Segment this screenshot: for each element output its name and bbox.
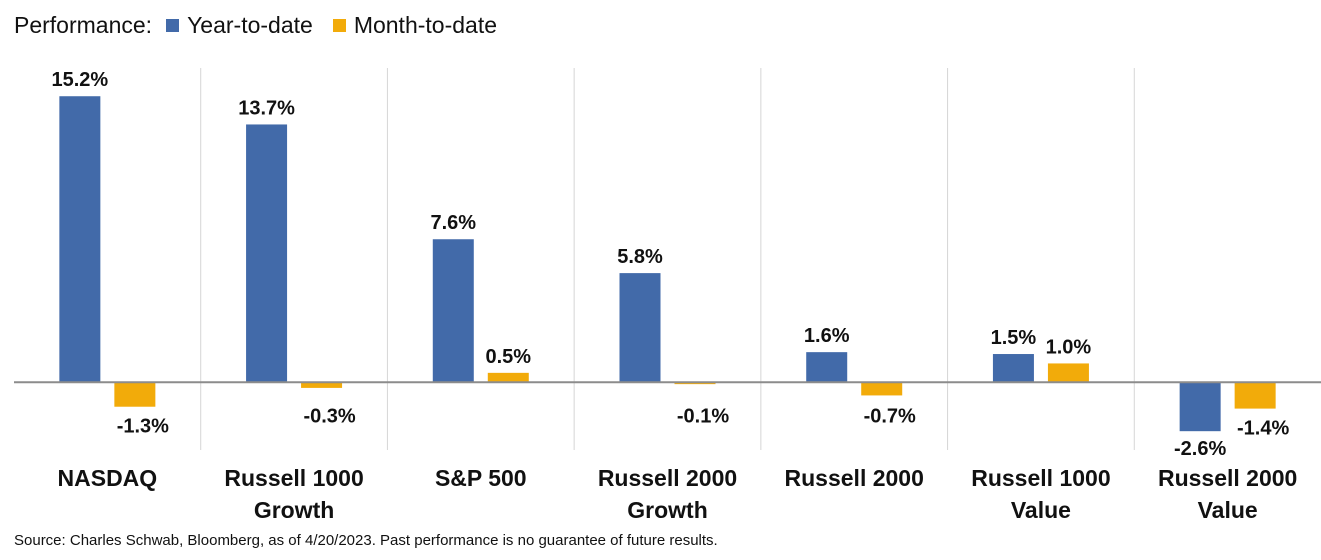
category-label: Russell 2000 xyxy=(1158,465,1297,491)
bar-ytd xyxy=(1179,382,1221,432)
bar-mtd xyxy=(114,382,156,407)
category-label: Growth xyxy=(627,497,708,523)
legend-label-ytd: Year-to-date xyxy=(187,11,313,38)
category-label: S&P 500 xyxy=(435,465,527,491)
data-label-ytd: -2.6% xyxy=(1174,438,1226,460)
category-label: Russell 2000 xyxy=(598,465,737,491)
data-label-ytd: 1.6% xyxy=(804,325,850,347)
category-label: Russell 2000 xyxy=(785,465,924,491)
legend-prefix: Performance: xyxy=(14,11,153,38)
bar-mtd xyxy=(1047,363,1089,383)
data-label-ytd: 15.2% xyxy=(51,69,108,91)
bar-mtd xyxy=(1234,382,1276,409)
data-label-ytd: 5.8% xyxy=(617,246,663,268)
data-label-mtd: -0.1% xyxy=(677,405,729,427)
category-label: Growth xyxy=(254,497,335,523)
bar-ytd xyxy=(432,239,474,383)
bar-mtd xyxy=(861,382,903,396)
data-label-mtd: -1.3% xyxy=(117,416,169,438)
category-label: Russell 1000 xyxy=(971,465,1110,491)
bar-ytd xyxy=(619,273,661,383)
data-label-mtd: 0.5% xyxy=(485,346,531,368)
data-label-mtd: -0.3% xyxy=(303,405,355,427)
category-label: Value xyxy=(1011,497,1071,523)
bar-mtd xyxy=(487,372,529,383)
bar-ytd xyxy=(992,354,1034,383)
bar-ytd xyxy=(806,352,848,383)
legend-item-ytd: Year-to-date xyxy=(166,12,313,39)
data-label-mtd: -1.4% xyxy=(1237,418,1289,440)
bar-ytd xyxy=(246,124,288,383)
legend-item-mtd: Month-to-date xyxy=(332,11,498,39)
chart-legend: Performance: Year-to-date Month-to-date xyxy=(14,10,517,40)
data-label-mtd: -0.7% xyxy=(864,405,916,427)
category-label: NASDAQ xyxy=(58,465,158,491)
data-label-mtd: 1.0% xyxy=(1046,336,1092,358)
legend-label-mtd: Month-to-date xyxy=(353,11,498,38)
legend-swatch-mtd xyxy=(332,18,346,32)
source-note: Source: Charles Schwab, Bloomberg, as of… xyxy=(14,532,718,549)
category-label: Value xyxy=(1198,497,1258,523)
data-label-ytd: 1.5% xyxy=(991,327,1037,349)
category-label: Russell 1000 xyxy=(224,465,363,491)
bar-ytd xyxy=(59,96,101,383)
data-label-ytd: 7.6% xyxy=(430,212,476,234)
data-label-ytd: 13.7% xyxy=(238,97,295,119)
legend-swatch-ytd xyxy=(166,18,180,32)
bar-mtd xyxy=(301,382,343,388)
